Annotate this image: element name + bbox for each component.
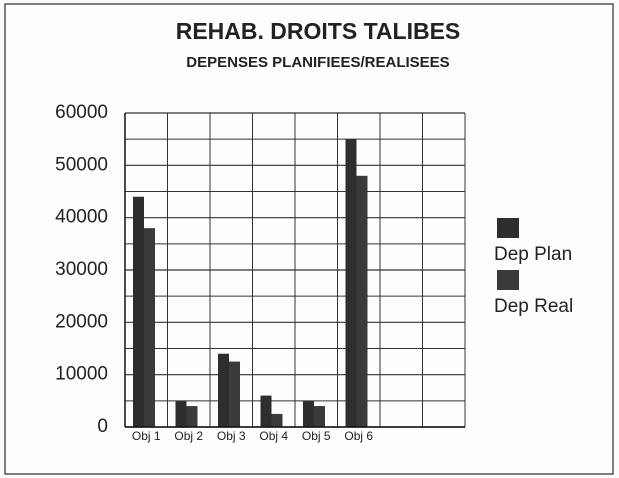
legend-label: Dep Plan <box>494 244 572 265</box>
y-tick-label: 60000 <box>55 102 108 123</box>
bar <box>133 196 144 427</box>
bar <box>314 406 325 427</box>
x-tick-label: Obj 6 <box>344 429 373 443</box>
x-tick-label: Obj 5 <box>302 429 331 443</box>
x-tick-label: Obj 1 <box>132 429 161 443</box>
bar <box>260 395 272 427</box>
bar <box>144 228 155 427</box>
bar <box>229 361 240 427</box>
chart-frame <box>4 3 614 475</box>
bar <box>345 139 357 427</box>
bar <box>271 413 283 427</box>
chart-title: REHAB. DROITS TALIBES <box>176 18 461 44</box>
legend-label: Dep Real <box>494 296 573 317</box>
y-tick-label: 30000 <box>55 259 108 280</box>
bar <box>186 406 198 427</box>
y-tick-label: 0 <box>97 416 108 437</box>
chart-subtitle: DEPENSES PLANIFIEES/REALISEES <box>186 54 449 71</box>
y-tick-label: 10000 <box>55 364 108 385</box>
bar <box>175 400 187 427</box>
y-tick-label: 20000 <box>55 311 108 332</box>
x-tick-label: Obj 3 <box>217 429 246 443</box>
bar <box>218 353 229 427</box>
legend-swatch <box>497 270 519 290</box>
legend-swatch <box>497 218 519 238</box>
x-tick-label: Obj 4 <box>259 429 288 443</box>
bar <box>303 400 314 427</box>
bar <box>356 175 368 427</box>
y-tick-label: 50000 <box>55 154 108 175</box>
x-tick-label: Obj 2 <box>174 429 203 443</box>
y-tick-label: 40000 <box>55 207 108 228</box>
